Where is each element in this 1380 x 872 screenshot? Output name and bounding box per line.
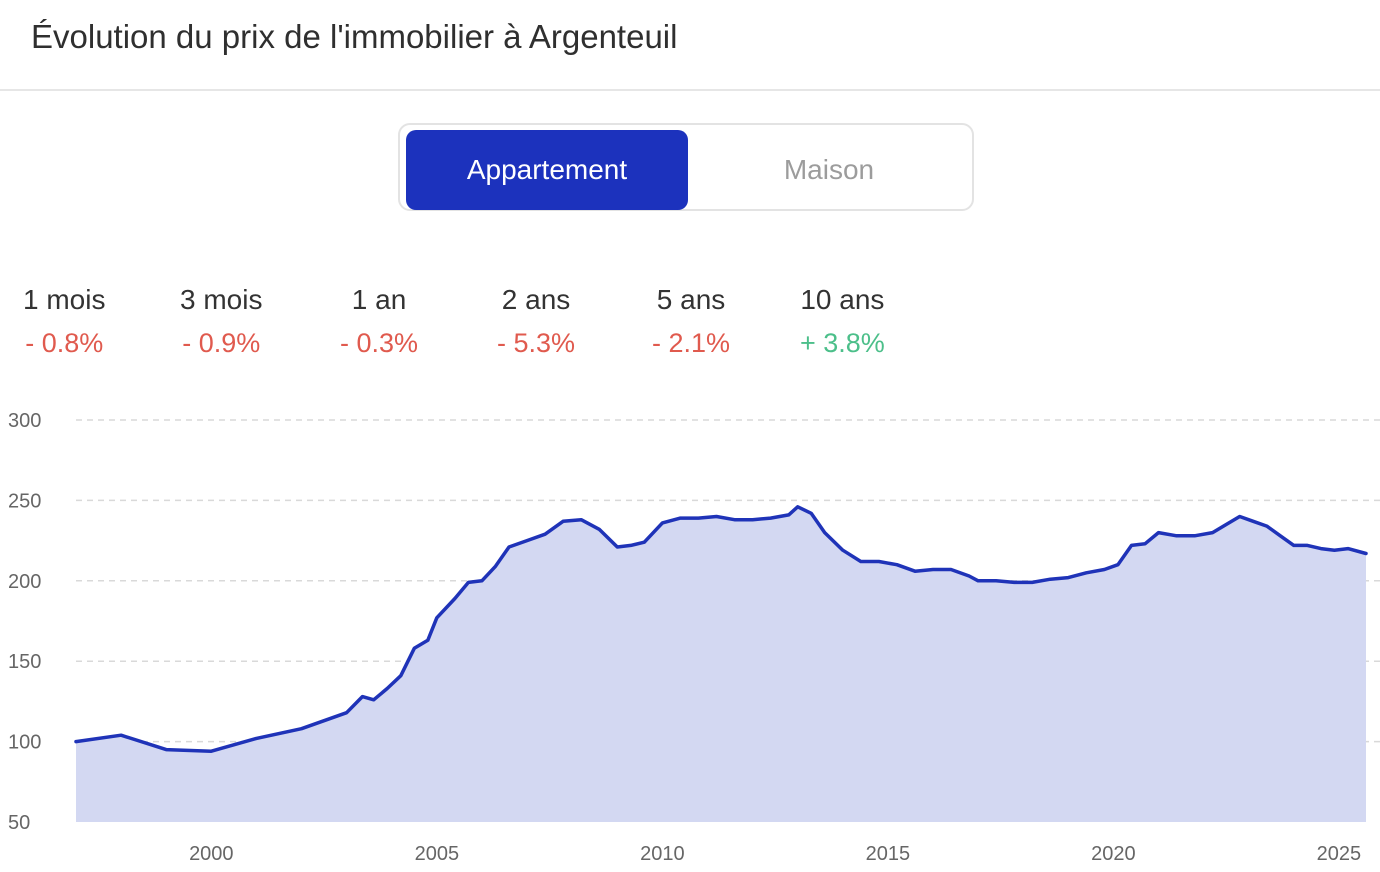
toggle-maison-button[interactable]: Maison [783,154,875,185]
x-tick-label: 2005 [415,843,460,865]
y-tick-label: 50 [8,812,30,834]
y-tick-label: 300 [8,410,41,432]
series-area [76,506,1366,822]
stat-1-an: 1 an - 0.3% [340,284,418,359]
stat-value: - 0.3% [340,328,419,358]
page-title: Évolution du prix de l'immobilier à Arge… [31,18,678,55]
series-line [74,505,1368,753]
stat-2-ans: 2 ans - 5.3% [497,284,575,359]
stat-1-mois: 1 mois - 0.8% [23,284,105,359]
y-tick-label: 100 [8,732,41,754]
stat-3-mois: 3 mois - 0.9% [180,284,262,359]
stat-label: 5 ans [656,284,726,315]
y-tick-label: 250 [8,490,41,512]
stat-label: 1 mois [23,284,106,315]
stat-10-ans: 10 ans + 3.8% [800,284,885,359]
stat-value: - 2.1% [652,328,731,358]
stat-label: 1 an [351,284,407,315]
property-type-toggle: Appartement Maison [398,123,974,211]
x-tick-label: 2010 [640,843,685,865]
stat-value: - 0.8% [25,328,104,358]
y-tick-label: 150 [8,651,41,673]
price-evolution-chart: 50 100 150 200 250 300 2000 2005 2010 2015 2020 202… [8,410,1380,865]
x-tick-label: 2015 [866,843,911,865]
stat-value: + 3.8% [800,328,885,358]
stat-label: 3 mois [180,284,263,315]
stat-5-ans: 5 ans - 2.1% [652,284,730,359]
y-tick-label: 200 [8,571,41,593]
stat-value: - 5.3% [497,328,576,358]
stat-label: 10 ans [800,284,885,315]
stat-value: - 0.9% [182,328,261,358]
x-tick-label: 2000 [189,843,234,865]
x-tick-label: 2025 [1317,843,1362,865]
x-tick-label: 2020 [1091,843,1136,865]
stat-label: 2 ans [501,284,571,315]
toggle-appartement-button[interactable]: Appartement [406,130,688,210]
header-divider [0,89,1380,91]
